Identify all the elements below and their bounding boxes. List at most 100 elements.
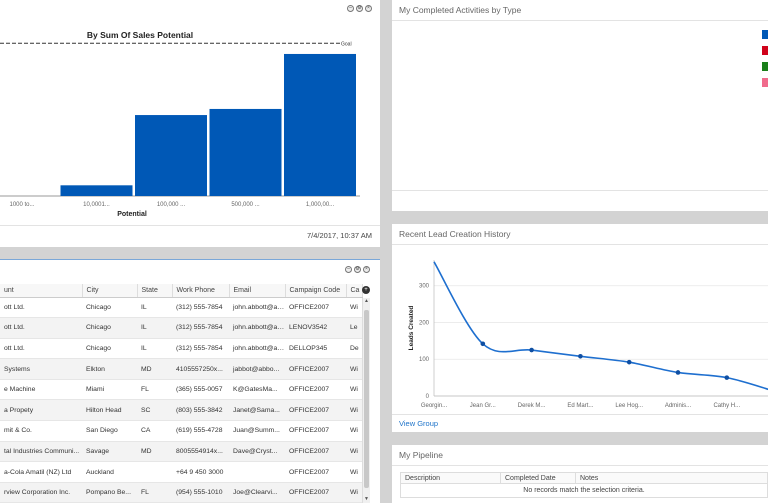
table-cell[interactable]: (803) 555-3842	[172, 399, 229, 422]
column-header[interactable]: Work Phone	[172, 284, 230, 298]
activities-pie-chart: MeetingPhone CallTo-DoPersonal Activity	[762, 30, 768, 87]
column-header[interactable]: Email	[229, 284, 286, 298]
table-cell[interactable]: 4105557250x...	[172, 358, 229, 380]
gear-icon[interactable]: ⚙	[356, 5, 363, 12]
table-cell[interactable]: a Propety	[0, 399, 82, 422]
table-cell[interactable]: Juan@Summ...	[229, 420, 285, 442]
panel-title: My Completed Activities by Type	[399, 5, 522, 15]
empty-message: No records match the selection criteria.	[400, 483, 768, 498]
table-cell[interactable]: Systems	[0, 358, 82, 380]
table-cell[interactable]: jabbot@abbo...	[229, 358, 285, 380]
column-header[interactable]: State	[137, 284, 173, 298]
collapse-icon[interactable]: –	[345, 266, 352, 273]
table-cell: Wi	[346, 482, 362, 503]
x-tick-label: Georgin...	[421, 403, 448, 409]
table-cell[interactable]: Joe@Clearvi...	[229, 482, 285, 503]
collapse-icon[interactable]: –	[347, 5, 354, 12]
table-cell: SC	[137, 399, 172, 422]
column-header[interactable]: unt	[0, 284, 83, 298]
gear-icon[interactable]: ⚙	[354, 266, 361, 273]
table-row[interactable]: ott Ltd. Chicago IL (312) 555-7854 john.abbo…	[0, 297, 362, 319]
table-cell[interactable]: john.abbott@abb...	[229, 317, 285, 339]
table-row[interactable]: a-Cola Amatil (NZ) Ltd Auckland +64 9 450 …	[0, 461, 362, 483]
accounts-table-wrap: unt City State Work Phone Email Campaign Code…	[0, 284, 363, 503]
table-cell[interactable]: john.abbott@abb...	[229, 297, 285, 319]
table-cell: Wi	[346, 297, 362, 319]
table-cell[interactable]: ott Ltd.	[0, 297, 82, 319]
lead-history-line-chart: 0 100 200 300 Leads Created Georgin... Jean Gr…	[408, 260, 768, 409]
table-cell[interactable]: Janet@Sama...	[229, 399, 285, 422]
table-cell[interactable]	[229, 461, 285, 483]
table-cell[interactable]: john.abbott@abb...	[229, 338, 285, 360]
table-cell[interactable]: 8005554914x...	[172, 441, 229, 463]
table-cell: San Diego	[82, 420, 137, 442]
vertical-scrollbar[interactable]: ▲ ▼	[362, 298, 370, 503]
grid-options-icon[interactable]: +	[362, 286, 370, 294]
table-cell[interactable]: (365) 555-0057	[172, 379, 229, 401]
table-cell: FL	[137, 379, 172, 401]
y-tick-label: 0	[426, 394, 430, 400]
table-cell: OFFICE2007	[285, 297, 346, 319]
table-cell: Wi	[346, 420, 362, 442]
column-header[interactable]: Ca	[346, 284, 363, 298]
table-cell: FL	[137, 482, 172, 503]
table-cell[interactable]: ott Ltd.	[0, 317, 82, 339]
x-tick-label: Derek M...	[518, 403, 546, 409]
table-cell[interactable]: tal Industries Communi...	[0, 441, 82, 463]
table-cell[interactable]: a-Cola Amatil (NZ) Ltd	[0, 461, 82, 483]
table-cell	[137, 461, 172, 483]
table-cell[interactable]: Dave@Cryst...	[229, 441, 285, 463]
table-cell: OFFICE2007	[285, 441, 346, 463]
column-header[interactable]: Description	[400, 472, 501, 484]
table-cell[interactable]: (954) 555-1010	[172, 482, 229, 503]
table-cell: CA	[137, 420, 172, 442]
column-header[interactable]: City	[82, 284, 138, 298]
table-cell[interactable]: (312) 555-7854	[172, 297, 229, 319]
table-row[interactable]: Systems Elkton MD 4105557250x... jabbot@abbo…	[0, 358, 362, 380]
panel-controls: – ⚙ ×	[347, 5, 372, 12]
column-header[interactable]: Notes	[575, 472, 768, 484]
view-group-link[interactable]: View Group	[399, 419, 439, 428]
table-cell: Miami	[82, 379, 137, 401]
bar	[60, 185, 133, 196]
y-axis-label: Leads Created	[408, 306, 415, 351]
lead-history-panel: Recent Lead Creation History 0 100 200 300 L…	[392, 224, 768, 432]
scroll-down-icon[interactable]: ▼	[364, 496, 369, 502]
table-cell[interactable]: (312) 555-7854	[172, 317, 229, 339]
table-row[interactable]: e Machine Miami FL (365) 555-0057 K@GatesMa.…	[0, 379, 362, 401]
table-cell[interactable]: ott Ltd.	[0, 338, 82, 360]
table-cell[interactable]: (312) 555-7854	[172, 338, 229, 360]
completed-activities-panel: My Completed Activities by Type MeetingP…	[392, 0, 768, 211]
column-header[interactable]: Campaign Code	[285, 284, 347, 298]
panel-title: My Pipeline	[399, 450, 443, 460]
table-row[interactable]: mit & Co. San Diego CA (619) 555-4728 Juan@S…	[0, 420, 362, 442]
x-tick-label: Ed Mart...	[567, 403, 593, 409]
table-cell[interactable]: K@GatesMa...	[229, 379, 285, 401]
table-cell: IL	[137, 297, 172, 319]
scroll-thumb[interactable]	[364, 310, 369, 488]
table-cell[interactable]: mit & Co.	[0, 420, 82, 442]
table-row[interactable]: ott Ltd. Chicago IL (312) 555-7854 john.abbo…	[0, 338, 362, 360]
table-cell: Chicago	[82, 317, 137, 339]
table-cell: DELLOP345	[285, 338, 346, 360]
table-row[interactable]: a Propety Hilton Head SC (803) 555-3842 Jane…	[0, 399, 362, 422]
data-point	[724, 375, 730, 380]
table-cell[interactable]: +64 9 450 3000	[172, 461, 229, 483]
table-cell[interactable]: rview Corporation Inc.	[0, 482, 82, 503]
table-cell: OFFICE2007	[285, 358, 346, 380]
close-icon[interactable]: ×	[365, 5, 372, 12]
table-cell[interactable]: (619) 555-4728	[172, 420, 229, 442]
table-row[interactable]: rview Corporation Inc. Pompano Be... FL (95…	[0, 482, 362, 503]
close-icon[interactable]: ×	[363, 266, 370, 273]
legend-swatch	[762, 62, 768, 71]
table-cell: Pompano Be...	[82, 482, 137, 503]
column-header[interactable]: Completed Date	[500, 472, 576, 484]
table-cell: Elkton	[82, 358, 137, 380]
scroll-up-icon[interactable]: ▲	[364, 298, 369, 304]
table-cell[interactable]: e Machine	[0, 379, 82, 401]
table-row[interactable]: ott Ltd. Chicago IL (312) 555-7854 john.abbo…	[0, 317, 362, 339]
tick-label: 500,000 ...	[231, 202, 260, 208]
legend-swatch	[762, 78, 768, 87]
table-row[interactable]: tal Industries Communi... Savage MD 8005554…	[0, 441, 362, 463]
refresh-timestamp: 7/4/2017, 10:37 AM	[306, 231, 372, 240]
